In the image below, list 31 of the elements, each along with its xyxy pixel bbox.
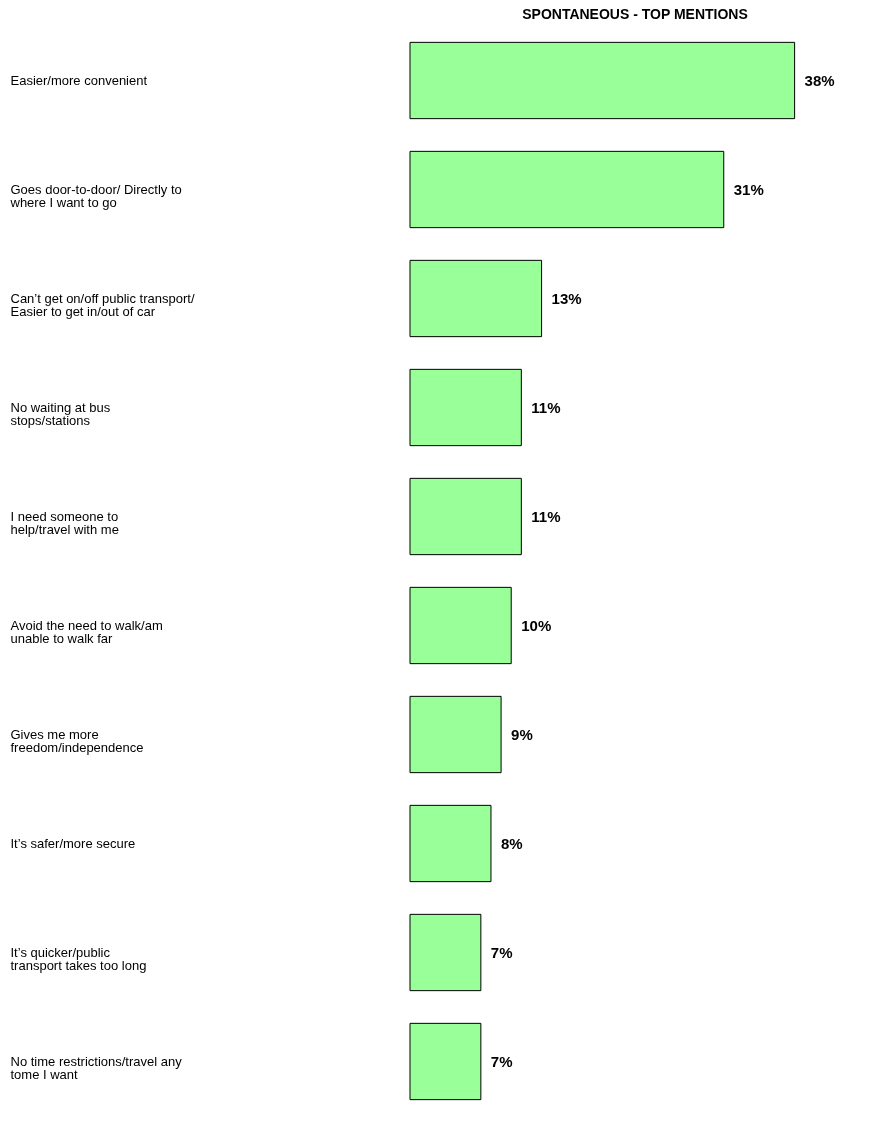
chart-title: SPONTANEOUS - TOP MENTIONS bbox=[522, 6, 748, 22]
data-label: 9% bbox=[511, 725, 533, 743]
y-tick-label: I need someone to help/travel with me bbox=[10, 508, 119, 537]
data-label: 7% bbox=[490, 1052, 513, 1070]
bar bbox=[409, 804, 492, 883]
data-label: 13% bbox=[551, 289, 582, 307]
y-tick-label: Gives me more freedom/independence bbox=[10, 726, 144, 755]
bar bbox=[409, 695, 502, 774]
bar bbox=[409, 477, 522, 556]
y-tick-label: It’s safer/more secure bbox=[10, 835, 136, 851]
y-tick-label: Easier/more convenient bbox=[10, 72, 148, 88]
bar bbox=[409, 41, 796, 120]
y-tick-label: It’s quicker/public transport takes too long bbox=[10, 944, 147, 973]
y-tick-label: No waiting at bus stops/stations bbox=[10, 399, 111, 428]
bar bbox=[409, 586, 512, 665]
data-label: 31% bbox=[733, 180, 764, 198]
y-tick-label: Can’t get on/off public transport/ Easier to get in/out of car bbox=[10, 290, 195, 319]
data-label: 11% bbox=[531, 398, 561, 416]
data-label: 10% bbox=[521, 616, 552, 634]
bar bbox=[409, 259, 543, 338]
bar bbox=[409, 150, 725, 229]
bar bbox=[409, 1022, 482, 1101]
data-label: 38% bbox=[804, 71, 835, 89]
data-label: 11% bbox=[531, 507, 561, 525]
y-tick-label: Goes door-to-door/ Directly to where I want to go bbox=[9, 181, 182, 210]
bar bbox=[409, 913, 482, 992]
bar bbox=[409, 368, 522, 447]
y-tick-label: Avoid the need to walk/am unable to walk far bbox=[10, 617, 163, 646]
y-tick-label: No time restrictions/travel any tome I want bbox=[10, 1053, 183, 1082]
data-label: 8% bbox=[500, 834, 523, 852]
data-label: 7% bbox=[490, 943, 513, 961]
